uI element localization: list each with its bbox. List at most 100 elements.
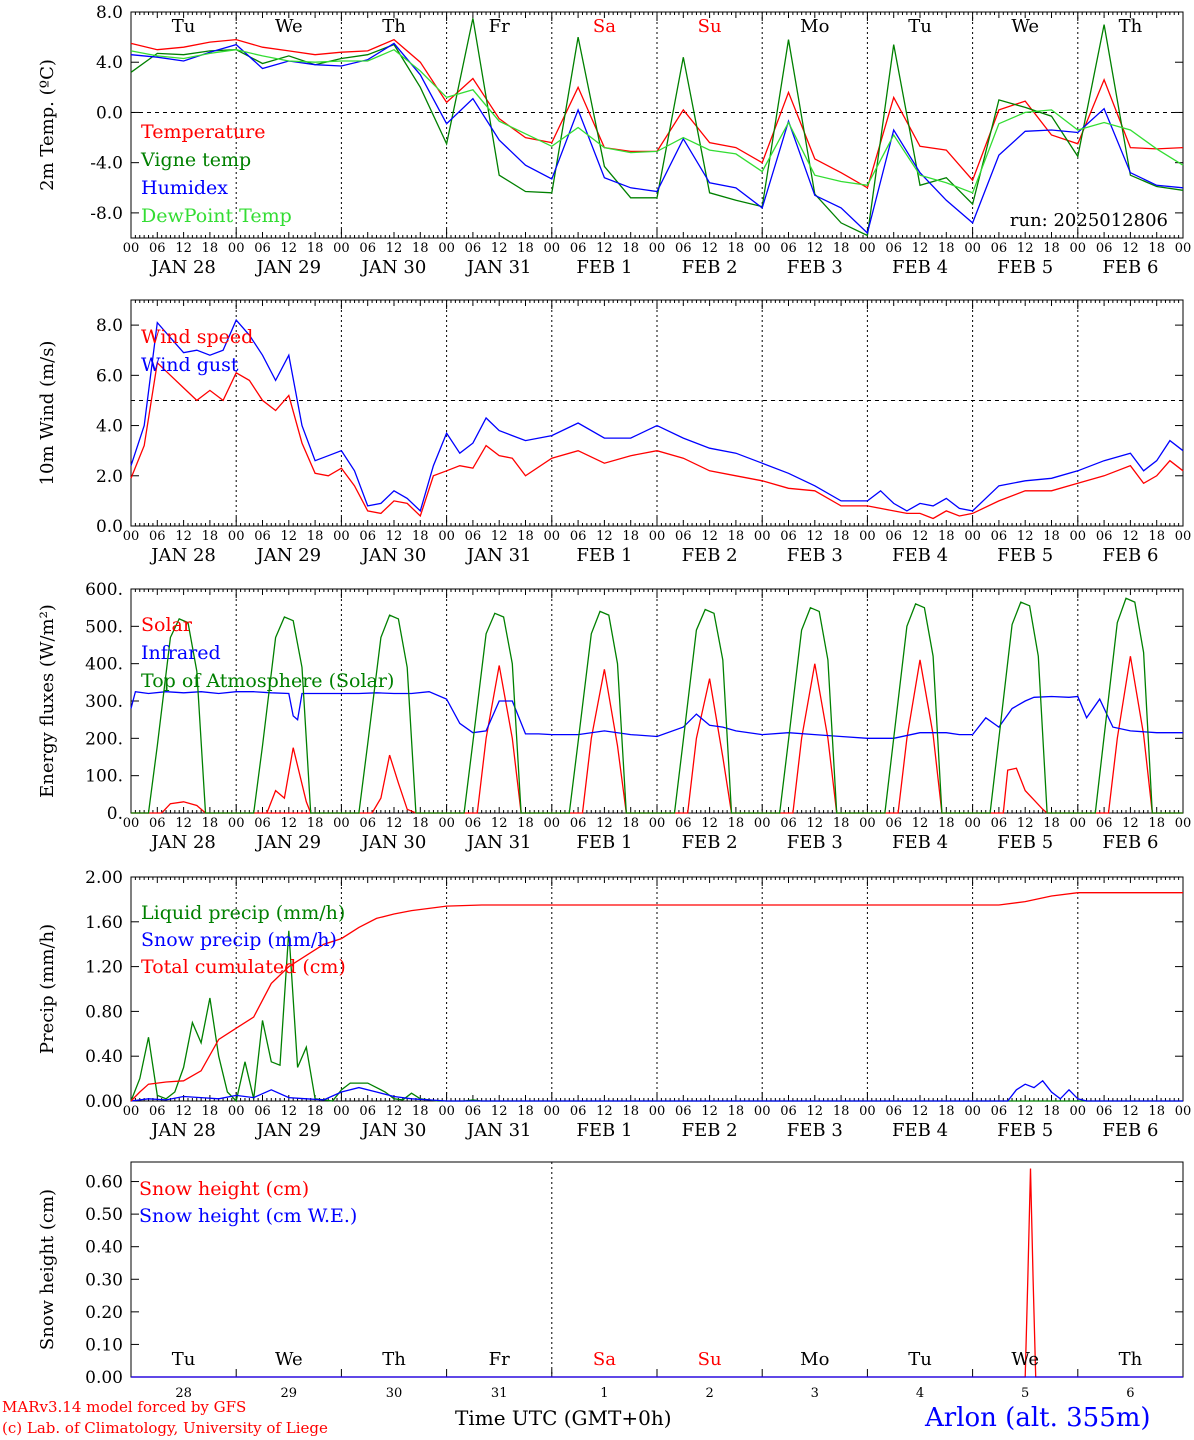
y-tick-label: 0.0 xyxy=(96,103,123,123)
day-of-week-label: Tu xyxy=(908,16,932,37)
hour-tick-label: 18 xyxy=(622,241,639,256)
date-label: FEB 4 xyxy=(892,545,948,566)
hour-tick-label: 00 xyxy=(964,529,981,544)
hour-tick-label: 06 xyxy=(570,816,587,831)
hour-tick-label: 00 xyxy=(333,1104,350,1119)
hour-tick-label: 12 xyxy=(1122,529,1139,544)
hour-tick-label: 06 xyxy=(991,529,1008,544)
hour-tick-label: 12 xyxy=(1017,241,1034,256)
y-tick-label: 0.0 xyxy=(96,517,123,537)
hour-tick-label: 00 xyxy=(544,529,561,544)
date-label: FEB 1 xyxy=(576,832,632,853)
date-label: JAN 31 xyxy=(465,832,532,853)
hour-tick-label: 18 xyxy=(307,816,324,831)
hour-tick-label: 00 xyxy=(964,816,981,831)
hour-tick-label: 00 xyxy=(544,241,561,256)
hour-tick-label: 00 xyxy=(438,241,455,256)
hour-tick-label: 18 xyxy=(202,529,219,544)
legend-entry: Liquid precip (mm/h) xyxy=(141,902,345,924)
hour-tick-label: 18 xyxy=(728,241,745,256)
y-tick-label: 8.0 xyxy=(96,316,123,336)
hour-tick-label: 00 xyxy=(754,816,771,831)
hour-tick-label: 18 xyxy=(833,816,850,831)
hour-tick-label: 12 xyxy=(807,816,824,831)
hour-tick-label: 00 xyxy=(1175,529,1192,544)
hour-tick-label: 06 xyxy=(885,1104,902,1119)
hour-tick-label: 18 xyxy=(728,1104,745,1119)
day-of-week-label: Sa xyxy=(593,1349,616,1370)
y-tick-label: 400. xyxy=(85,655,123,675)
meteogram-figure: 8.04.00.0-4.0-8.02m Temp. (ºC)00 06 12 18 00… xyxy=(37,3,1192,1398)
y-tick-label: 2.00 xyxy=(85,868,123,888)
hour-tick-label: 00 xyxy=(754,1104,771,1119)
day-of-week-label: We xyxy=(1011,1349,1039,1370)
panel-1: 8.0 4.0 0.0 -4.0 -8.0 2m Temp. (ºC) 00 06 12 18 00… xyxy=(37,3,1191,278)
hour-tick-label: 12 xyxy=(281,241,298,256)
hour-tick-label: 06 xyxy=(991,241,1008,256)
hour-tick-label: 12 xyxy=(596,241,613,256)
hour-tick-label: 06 xyxy=(465,241,482,256)
hour-tick-label: 00 xyxy=(1070,241,1087,256)
hour-tick-label: 00 xyxy=(438,529,455,544)
hour-tick-label: 06 xyxy=(254,816,271,831)
date-label: FEB 3 xyxy=(787,1120,843,1141)
y-axis-label: 2m Temp. (ºC) xyxy=(37,59,58,191)
y-tick-label: 1.60 xyxy=(85,913,123,933)
hour-tick-label: 06 xyxy=(885,241,902,256)
hour-tick-label: 12 xyxy=(281,529,298,544)
hour-tick-label: 18 xyxy=(1043,241,1060,256)
hour-tick-label: 12 xyxy=(175,241,192,256)
hour-tick-label: 06 xyxy=(1096,241,1113,256)
y-tick-label: 0.30 xyxy=(85,1270,123,1290)
day-number-label: 2 xyxy=(705,1386,713,1398)
hour-tick-label: 06 xyxy=(149,241,166,256)
date-label: FEB 2 xyxy=(682,1120,738,1141)
panel-frame xyxy=(130,299,1184,527)
date-label: FEB 1 xyxy=(576,545,632,566)
hour-tick-label: 12 xyxy=(1017,529,1034,544)
hour-tick-label: 12 xyxy=(596,1104,613,1119)
date-label: JAN 28 xyxy=(149,832,216,853)
hour-tick-label: 06 xyxy=(1096,529,1113,544)
day-of-week-label: Tu xyxy=(172,1349,196,1370)
date-label: FEB 4 xyxy=(892,1120,948,1141)
hour-tick-label: 06 xyxy=(991,816,1008,831)
hour-tick-label: 18 xyxy=(517,529,534,544)
date-label: JAN 30 xyxy=(360,545,427,566)
day-of-week-label: Fr xyxy=(489,16,510,37)
hour-tick-label: 06 xyxy=(149,1104,166,1119)
y-axis-label: Energy fluxes (W/m²) xyxy=(37,604,58,798)
series-line-wind-gust xyxy=(130,318,1184,513)
y-axis-label: Snow height (cm) xyxy=(37,1189,58,1350)
footer-time-axis-label: Time UTC (GMT+0h) xyxy=(455,1406,672,1430)
hour-tick-label: 00 xyxy=(754,529,771,544)
y-tick-label: 0.40 xyxy=(85,1238,123,1258)
hour-tick-label: 12 xyxy=(701,816,718,831)
hour-tick-label: 12 xyxy=(491,1104,508,1119)
run-label: run: 2025012806 xyxy=(1010,210,1168,231)
hour-tick-label: 12 xyxy=(386,1104,403,1119)
day-of-week-label: Su xyxy=(698,1349,722,1370)
date-label: FEB 5 xyxy=(997,257,1053,278)
date-label: JAN 31 xyxy=(465,257,532,278)
hour-tick-label: 06 xyxy=(885,816,902,831)
hour-tick-label: 06 xyxy=(1096,1104,1113,1119)
legend-entry: Snow height (cm) xyxy=(139,1178,309,1200)
hour-tick-label: 06 xyxy=(675,1104,692,1119)
hour-tick-label: 00 xyxy=(964,241,981,256)
hour-tick-label: 18 xyxy=(202,816,219,831)
date-label: FEB 2 xyxy=(682,257,738,278)
hour-tick-label: 00 xyxy=(123,529,140,544)
hour-tick-label: 18 xyxy=(622,816,639,831)
legend-entry: Wind gust xyxy=(141,354,239,376)
legend-entry: Solar xyxy=(141,614,193,636)
day-of-week-label: Th xyxy=(382,1349,406,1370)
panel-5: 0.60 0.50 0.40 0.30 0.20 0.10 0.00 Snow height … xyxy=(37,1161,1184,1398)
date-label: JAN 30 xyxy=(360,257,427,278)
hour-tick-label: 18 xyxy=(412,529,429,544)
hour-tick-label: 18 xyxy=(622,1104,639,1119)
y-axis-label: Precip (mm/h) xyxy=(37,924,58,1054)
date-label: JAN 29 xyxy=(255,545,322,566)
hour-tick-label: 06 xyxy=(254,1104,271,1119)
date-label: FEB 4 xyxy=(892,257,948,278)
